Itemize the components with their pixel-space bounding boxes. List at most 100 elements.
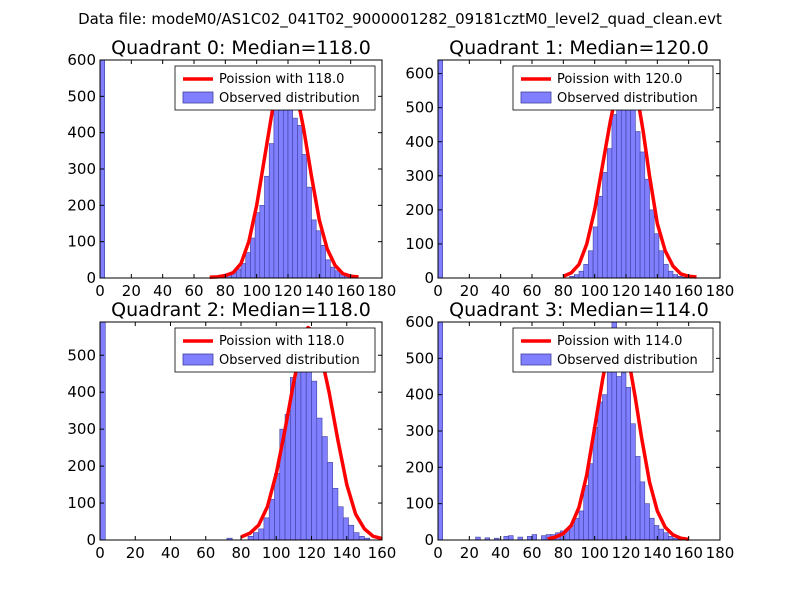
x-tick-label: 20 <box>460 544 479 562</box>
x-tick-label: 80 <box>216 282 235 300</box>
histogram-bar <box>592 427 599 541</box>
legend-bar-swatch <box>182 353 214 366</box>
x-tick-label: 20 <box>122 282 141 300</box>
histogram-bar <box>658 250 664 279</box>
histogram-bar <box>329 266 336 279</box>
x-tick-label: 0 <box>433 282 443 300</box>
histogram-bar <box>597 195 603 279</box>
histogram-bar <box>625 387 631 541</box>
legend-entry-observed: Observed distribution <box>557 91 698 106</box>
histogram-bar <box>635 456 641 541</box>
histogram-bar <box>327 462 333 541</box>
x-tick-label: 60 <box>196 544 215 562</box>
x-tick-label: 180 <box>706 544 735 562</box>
legend-entry-poisson: Poission with 114.0 <box>557 334 682 349</box>
x-tick-label: 180 <box>368 282 397 300</box>
legend-entry-observed: Observed distribution <box>557 353 698 368</box>
histogram-bar <box>342 517 349 541</box>
histogram-bar <box>653 525 660 541</box>
histogram-bar <box>578 270 584 279</box>
panel-title: Quadrant 2: Median=118.0 <box>111 299 371 321</box>
histogram-bar <box>630 107 636 279</box>
histogram-bar <box>353 532 360 541</box>
histogram-bar <box>616 376 622 541</box>
histogram-bar <box>321 436 328 541</box>
histogram-bar <box>348 524 355 541</box>
histogram-bar <box>332 487 339 541</box>
x-tick-label: 140 <box>643 544 672 562</box>
y-tick-label: 100 <box>67 494 96 512</box>
histogram-bar <box>592 226 599 279</box>
histogram-bar <box>503 536 509 541</box>
histogram-bar <box>437 59 443 279</box>
axes-frame <box>437 59 721 279</box>
histogram-bar <box>263 517 270 541</box>
histogram-bar <box>583 485 589 541</box>
histogram-bar <box>606 350 613 541</box>
histogram-bar <box>625 100 631 279</box>
x-tick-label: 60 <box>184 282 203 300</box>
histogram-bar <box>337 506 344 541</box>
y-tick-label: 500 <box>67 87 96 105</box>
x-tick-label: 0 <box>433 544 443 562</box>
figure-suptitle: Data file: modeM0/AS1C02_041T02_90000012… <box>78 10 722 29</box>
y-tick-label: 500 <box>405 349 434 367</box>
histogram-bar <box>311 380 318 541</box>
histogram-bar <box>541 535 547 541</box>
histogram-bar <box>245 252 251 279</box>
legend-bar-swatch <box>182 91 214 104</box>
histogram-bar <box>264 175 270 279</box>
y-tick-label: 300 <box>67 160 96 178</box>
histogram-bar <box>240 263 246 279</box>
y-tick-label: 100 <box>405 235 434 253</box>
y-tick-label: 0 <box>86 269 96 287</box>
histogram-bar <box>658 528 664 541</box>
histogram-bar <box>649 517 655 541</box>
histogram-bar <box>649 209 655 279</box>
histogram-bar <box>301 154 308 279</box>
y-tick-label: 300 <box>405 167 434 185</box>
histogram-bar <box>602 172 608 279</box>
y-tick-label: 600 <box>405 65 434 83</box>
x-tick-label: 100 <box>580 282 609 300</box>
y-tick-label: 200 <box>67 196 96 214</box>
x-tick-label: 160 <box>674 282 703 300</box>
subplot-grid: 0 20 40 60 80 100 120 140 160 1800100200300400500… <box>67 37 734 562</box>
x-tick-label: 160 <box>336 282 365 300</box>
histogram-bar <box>616 86 622 279</box>
histogram-bar <box>611 114 617 279</box>
histogram-bar <box>630 423 636 541</box>
x-tick-label: 100 <box>242 282 271 300</box>
panel-quadrant-1: 0 20 40 60 80 100 120 140 160 1800100200300400500… <box>405 37 734 300</box>
y-tick-label: 400 <box>67 124 96 142</box>
histogram-bar <box>639 151 646 279</box>
y-tick-label: 100 <box>405 495 434 513</box>
histogram-bar <box>508 535 514 541</box>
x-tick-label: 40 <box>491 544 510 562</box>
histogram-bar <box>602 394 608 541</box>
panel-quadrant-2: 0 20 40 60 80 100 120 140 160 0 100 200 300 400 500 Qua… <box>67 299 396 562</box>
x-tick-label: 80 <box>554 282 573 300</box>
legend: Poission with 118.0 Observed distribution <box>174 65 376 111</box>
x-tick-label: 40 <box>491 282 510 300</box>
legend: Poission with 114.0 Observed distribution <box>512 327 714 373</box>
histogram-bar <box>311 219 317 279</box>
x-tick-label: 120 <box>612 282 641 300</box>
y-tick-label: 400 <box>405 386 434 404</box>
y-tick-label: 600 <box>67 51 96 69</box>
histogram-bar <box>306 186 312 279</box>
histogram-bar <box>639 481 646 541</box>
x-tick-label: 0 <box>95 282 105 300</box>
legend-entry-poisson: Poission with 120.0 <box>557 72 682 87</box>
y-tick-label: 0 <box>424 531 434 549</box>
histogram-bar <box>653 233 660 279</box>
x-tick-label: 120 <box>274 282 303 300</box>
x-tick-label: 140 <box>643 282 672 300</box>
histogram-bar <box>644 503 650 541</box>
y-tick-label: 400 <box>67 383 96 401</box>
histogram-bar <box>278 92 284 279</box>
x-tick-label: 40 <box>161 544 180 562</box>
y-tick-label: 200 <box>405 458 434 476</box>
histogram-bar <box>99 321 106 541</box>
